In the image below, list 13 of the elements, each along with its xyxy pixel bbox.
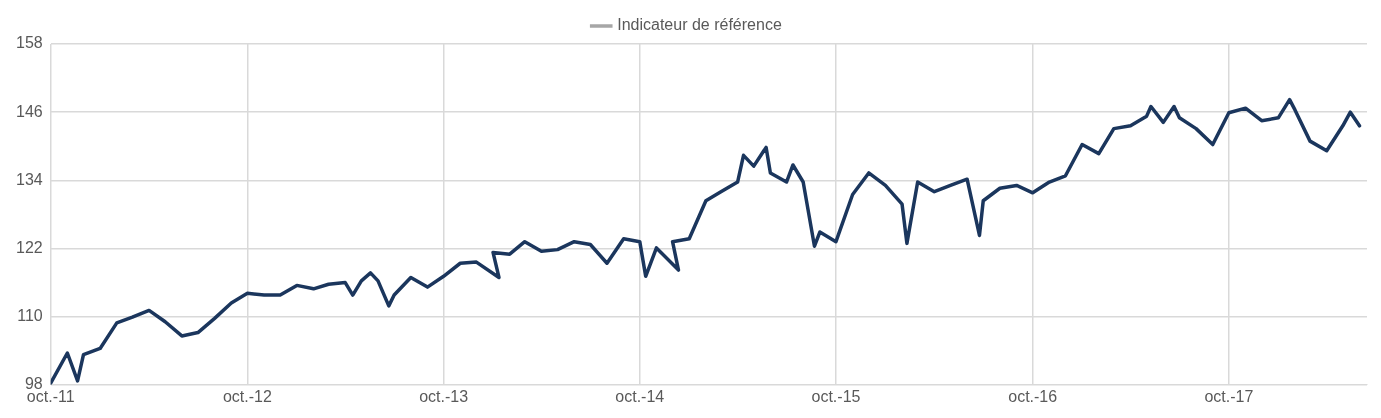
x-tick-label: oct.-15 (811, 387, 861, 405)
y-tick-label: 98 (24, 375, 43, 393)
x-tick-label: oct.-14 (615, 387, 665, 405)
y-tick-label: 158 (15, 34, 43, 52)
x-tick-label: oct.-13 (419, 387, 469, 405)
x-tick-label: oct.-16 (1008, 387, 1058, 405)
y-tick-label: 146 (15, 102, 43, 120)
y-tick-label: 134 (15, 170, 43, 188)
y-tick-label: 122 (15, 238, 43, 256)
y-tick-label: 110 (17, 307, 43, 325)
legend-label: Indicateur de référence (617, 16, 782, 34)
x-tick-label: oct.-12 (222, 387, 272, 405)
x-tick-label: oct.-17 (1204, 387, 1254, 405)
